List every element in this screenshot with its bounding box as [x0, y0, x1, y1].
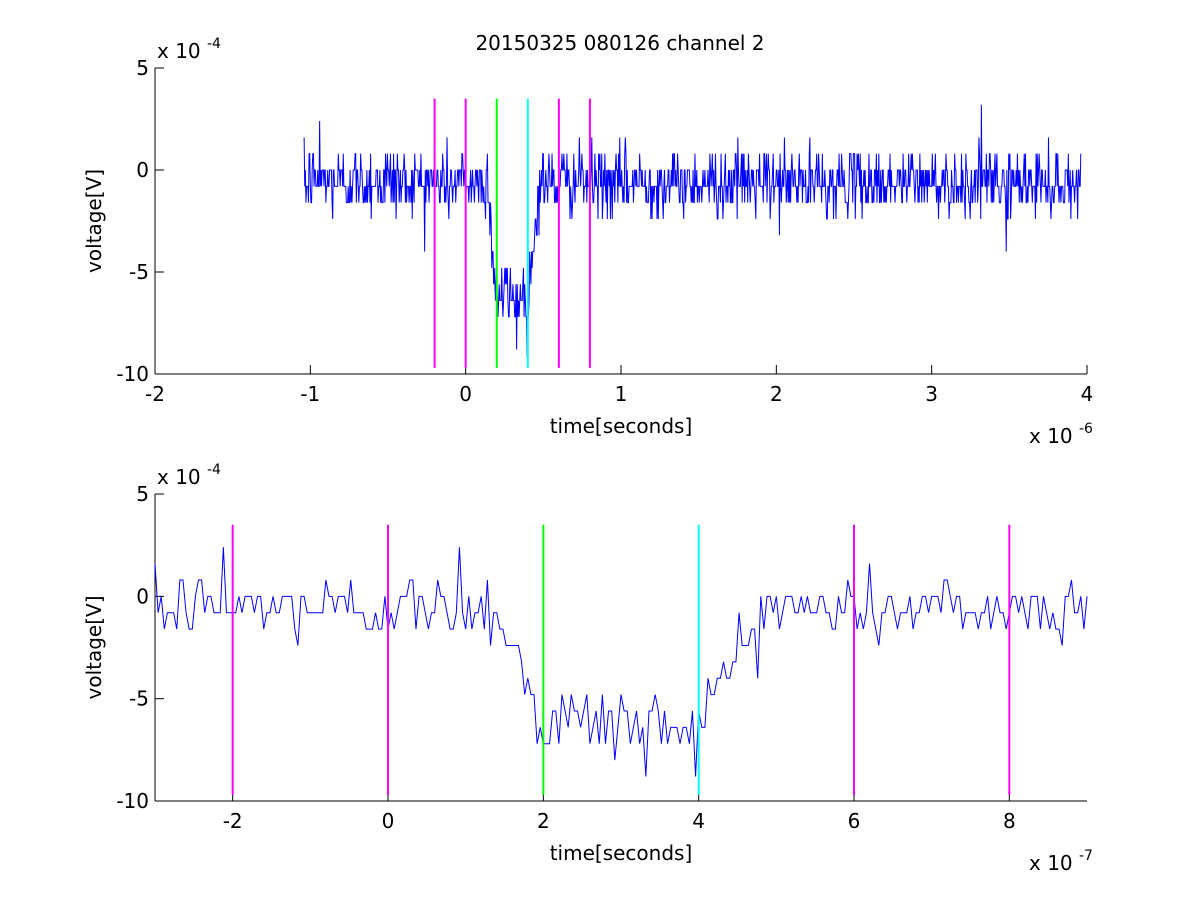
x-tick-label: 0	[382, 809, 395, 833]
y-exponent-label: x 10 -4	[157, 36, 221, 63]
x-exponent-label: x 10 -7	[1029, 848, 1093, 875]
y-tick-label: 5	[136, 56, 149, 80]
x-tick-label: 4	[1081, 382, 1094, 406]
lower-plot: -2 0 2 4 6 8 -10 -5 0 5 x 10 -4 x 10 -7 time[seconds…	[82, 462, 1093, 875]
y-exponent-label: x 10 -4	[157, 462, 221, 489]
y-axis-label: voltage[V]	[82, 169, 106, 273]
y-tick-label: 0	[136, 158, 149, 182]
x-exponent-power: -7	[1079, 848, 1093, 864]
y-tick-label: -10	[116, 789, 149, 813]
x-tick-label: -2	[145, 382, 165, 406]
y-tick-label: 0	[136, 584, 149, 608]
y-tick-label: -5	[129, 260, 149, 284]
x-tick-label: 2	[770, 382, 783, 406]
x-tick-label: 4	[692, 809, 705, 833]
x-tick-label: 3	[925, 382, 938, 406]
x-tick-label: -2	[223, 809, 243, 833]
y-axis-label: voltage[V]	[82, 595, 106, 699]
y-tick-label: -10	[116, 362, 149, 386]
x-tick-label: 2	[537, 809, 550, 833]
y-tick-label: 5	[136, 482, 149, 506]
chart-title: 20150325 080126 channel 2	[475, 31, 764, 55]
y-exponent-power: -4	[207, 36, 221, 52]
signal-trace	[303, 104, 1082, 358]
x-axis-label: time[seconds]	[550, 841, 693, 865]
x-exponent-label: x 10 -6	[1029, 421, 1093, 448]
x-axis-label: time[seconds]	[550, 414, 693, 438]
y-tick-label: -5	[129, 687, 149, 711]
y-exponent-power: -4	[207, 462, 221, 478]
x-tick-label: 6	[848, 809, 861, 833]
x-tick-label: 8	[1003, 809, 1016, 833]
x-exponent-power: -6	[1079, 421, 1093, 437]
x-tick-label: -1	[300, 382, 320, 406]
x-tick-label: 0	[459, 382, 472, 406]
signal-trace	[154, 547, 1088, 777]
x-tick-label: 1	[615, 382, 628, 406]
